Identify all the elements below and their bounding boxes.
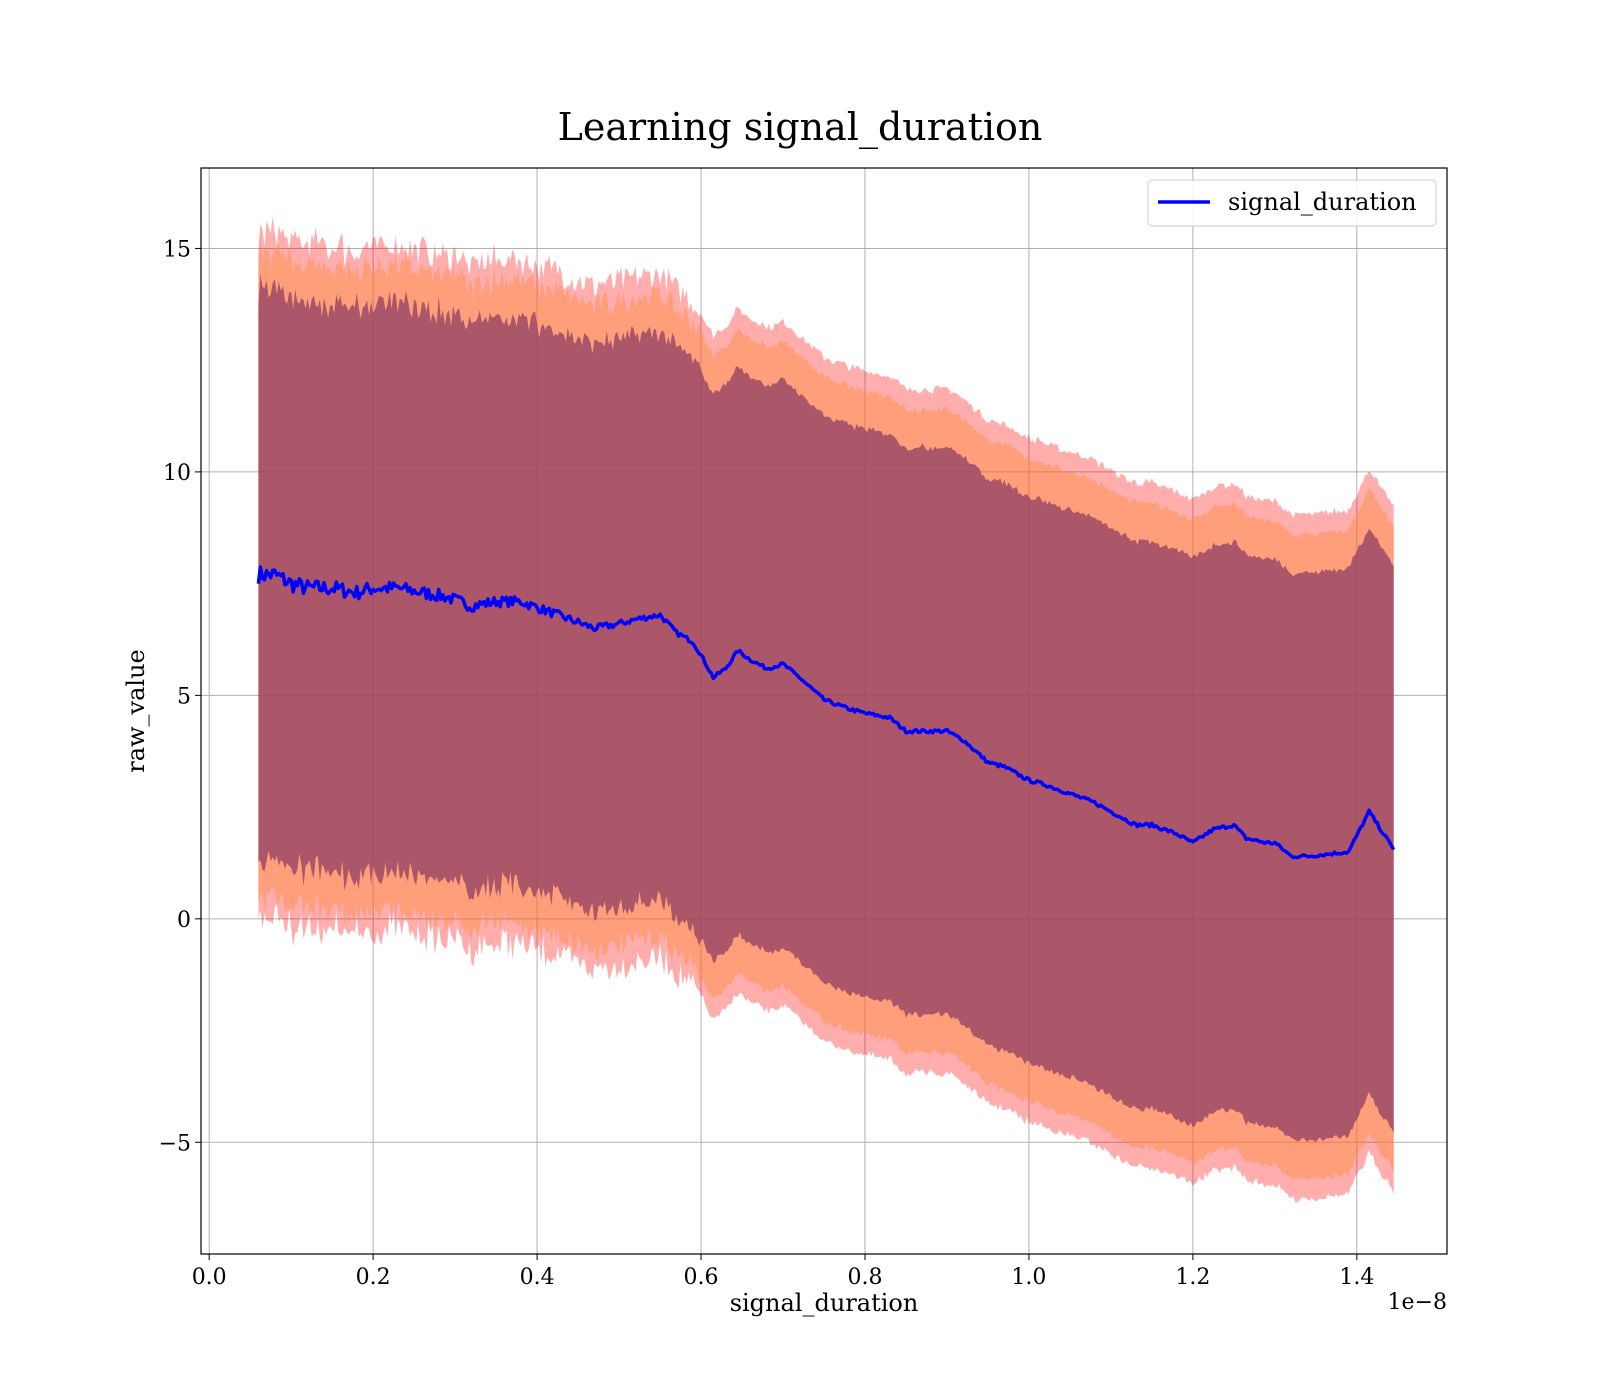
x-axis-label: signal_duration — [730, 1289, 919, 1317]
x-tick-label: 1.4 — [1339, 1265, 1374, 1290]
x-tick-label: 0.0 — [192, 1265, 227, 1290]
y-tick-label: −5 — [159, 1131, 191, 1156]
legend-entry-label: signal_duration — [1228, 188, 1417, 216]
y-tick-label: 10 — [163, 461, 191, 486]
x-tick-label: 1.0 — [1011, 1265, 1046, 1290]
chart-title: Learning signal_duration — [558, 105, 1043, 150]
confidence-bands — [258, 216, 1394, 1203]
x-tick-label: 0.4 — [520, 1265, 555, 1290]
y-tick-label: 0 — [177, 908, 191, 933]
y-tick-label: 5 — [177, 684, 191, 709]
plot-frame — [200, 167, 1448, 1255]
y-axis-label: raw_value — [122, 649, 150, 773]
legend-box — [1147, 179, 1437, 227]
legend: signal_duration — [1147, 179, 1437, 227]
y-axis-ticks: −5 0 5 10 15 — [159, 237, 201, 1156]
series-lines — [256, 565, 1396, 860]
x-tick-label: 1.2 — [1175, 1265, 1210, 1290]
x-tick-label: 0.2 — [356, 1265, 391, 1290]
series-line-signal-duration — [256, 565, 1396, 860]
y-tick-label: 15 — [163, 237, 191, 262]
inner-band — [258, 274, 1394, 1143]
x-axis-ticks: 0.0 0.2 0.4 0.6 0.8 1.0 1.2 1.4 — [192, 1254, 1374, 1290]
x-axis-offset-label: 1e−8 — [1388, 1290, 1447, 1315]
x-tick-label: 0.6 — [684, 1265, 719, 1290]
x-tick-label: 0.8 — [847, 1265, 882, 1290]
